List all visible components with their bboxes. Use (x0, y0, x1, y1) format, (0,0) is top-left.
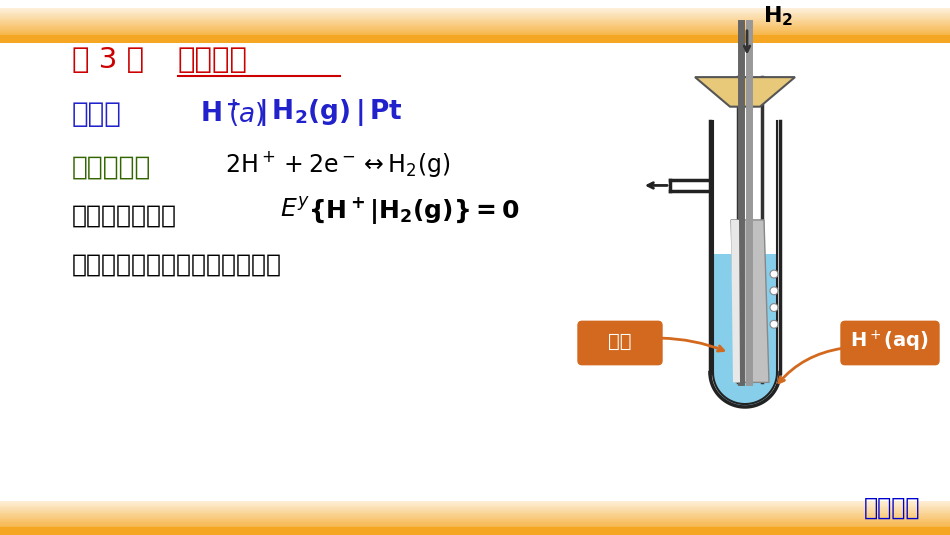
Text: 鰀黑: 鰀黑 (608, 332, 632, 350)
Bar (0, 524, 950, 525)
Bar (0, 12, 950, 13)
Bar (0, 25, 950, 26)
Bar (0, 531, 950, 532)
Text: H$^+$(aq): H$^+$(aq) (850, 328, 929, 354)
Bar (0, 516, 950, 517)
Bar (0, 501, 950, 502)
Bar (0, 10, 950, 11)
Polygon shape (713, 372, 777, 407)
Bar (0, 32, 950, 33)
Circle shape (770, 320, 778, 328)
Bar (0, 522, 950, 523)
Bar (0, 509, 950, 510)
Bar (0, 525, 950, 526)
Text: 酸性：: 酸性： (72, 101, 122, 128)
Bar (0, 521, 950, 522)
Bar (0, 514, 950, 515)
Bar (0, 23, 950, 24)
Bar (0, 504, 950, 505)
Bar (0, 14, 950, 15)
Bar (0, 507, 950, 508)
Bar (0, 28, 950, 29)
FancyBboxPatch shape (841, 322, 939, 365)
Bar (0, 34, 950, 35)
Text: $\mathbf{|\, H_2(g)\,|\, Pt}$: $\mathbf{|\, H_2(g)\,|\, Pt}$ (258, 97, 403, 128)
Polygon shape (695, 77, 795, 106)
Text: 氢电极：: 氢电极： (178, 46, 248, 74)
Text: $\mathrm{2H^+ + 2e^- \leftrightarrow H_2(g)}$: $\mathrm{2H^+ + 2e^- \leftrightarrow H_2… (225, 149, 450, 179)
Text: $\mathbf{H^+}$: $\mathbf{H^+}$ (200, 102, 241, 128)
Bar (0, 527, 950, 535)
Bar (0, 526, 950, 528)
Bar (0, 18, 950, 19)
Bar (0, 15, 950, 16)
Text: $\mathit{(a)}$: $\mathit{(a)}$ (228, 101, 264, 128)
Bar (0, 505, 950, 506)
Text: 物理化学: 物理化学 (864, 496, 920, 520)
Text: $\mathbf{H_2}$: $\mathbf{H_2}$ (763, 4, 793, 28)
Bar (0, 36, 950, 37)
Bar (0, 21, 950, 22)
Bar (0, 13, 950, 14)
Bar (0, 533, 950, 534)
Bar (0, 40, 950, 41)
Bar (0, 42, 950, 43)
Text: 电极反应：: 电极反应： (72, 155, 151, 180)
Bar (0, 511, 950, 512)
Bar (0, 518, 950, 519)
Bar (0, 35, 950, 43)
Text: $\mathbf{\{H^+|H_2(g)\}=0}$: $\mathbf{\{H^+|H_2(g)\}=0}$ (308, 195, 520, 226)
Circle shape (770, 287, 778, 295)
Bar (0, 532, 950, 533)
Bar (0, 35, 950, 36)
Bar (0, 24, 950, 25)
Bar (0, 530, 950, 531)
Circle shape (770, 270, 778, 278)
Polygon shape (731, 220, 740, 383)
Bar (0, 17, 950, 18)
Bar (0, 528, 950, 529)
Text: 优点：电动势随温度改变很小。: 优点：电动势随温度改变很小。 (72, 253, 282, 277)
Bar (0, 16, 950, 17)
Bar (0, 9, 950, 10)
Bar (0, 506, 950, 507)
Bar (0, 8, 950, 9)
Text: （ 3 ）: （ 3 ） (72, 46, 144, 74)
Bar (0, 26, 950, 27)
Bar (0, 33, 950, 34)
Bar (0, 22, 950, 23)
Bar (0, 513, 950, 514)
Polygon shape (731, 220, 769, 383)
Bar (0, 39, 950, 40)
Bar (0, 515, 950, 516)
FancyBboxPatch shape (578, 322, 662, 365)
Bar (0, 512, 950, 513)
Bar (0, 529, 950, 530)
Bar (0, 523, 950, 524)
Bar (0, 41, 950, 42)
Bar (0, 29, 950, 30)
Bar (0, 517, 950, 518)
Bar (0, 503, 950, 504)
Bar (713, 254, 777, 372)
Bar (0, 11, 950, 12)
Bar (0, 534, 950, 535)
Text: 标准电极电势：: 标准电极电势： (72, 204, 177, 228)
Bar (0, 30, 950, 32)
Bar (0, 519, 950, 521)
Bar (0, 19, 950, 20)
Bar (0, 37, 950, 39)
Bar (0, 510, 950, 511)
Bar (0, 20, 950, 21)
Circle shape (770, 303, 778, 311)
Bar (0, 508, 950, 509)
Bar (0, 27, 950, 28)
Bar (0, 502, 950, 503)
Text: $\mathit{E}^y$: $\mathit{E}^y$ (280, 198, 310, 222)
